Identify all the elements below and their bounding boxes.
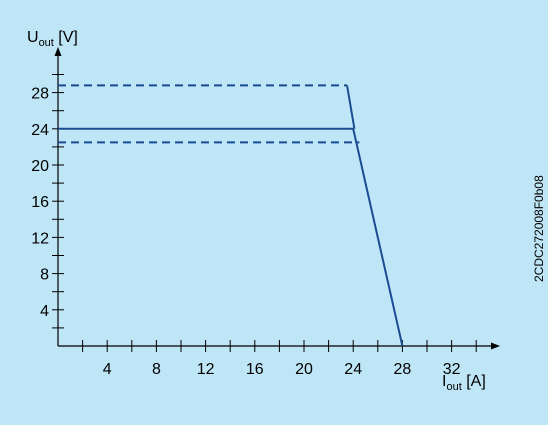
x-tick-label: 8	[152, 361, 161, 378]
y-tick-label: 16	[31, 194, 49, 211]
x-tick-label: 12	[197, 361, 215, 378]
x-tick-label: 32	[443, 361, 461, 378]
x-tick-label: 4	[103, 361, 112, 378]
x-tick-label: 16	[246, 361, 264, 378]
x-tick-label: 28	[394, 361, 412, 378]
x-tick-label: 24	[344, 361, 362, 378]
characteristic-line-0	[58, 127, 404, 347]
y-tick-label: 12	[31, 230, 49, 247]
figure-code-label: 2CDC272008F0b08	[532, 175, 546, 282]
x-axis-arrow-icon	[491, 342, 500, 350]
y-tick-label: 28	[31, 86, 49, 103]
y-tick-label: 8	[40, 267, 49, 284]
limit-connector-line	[346, 85, 356, 129]
x-tick-label: 20	[295, 361, 313, 378]
y-axis-arrow-icon	[54, 47, 62, 56]
y-tick-label: 24	[31, 122, 49, 139]
y-tick-label: 20	[31, 158, 49, 175]
y-axis-title: Uout [V]	[27, 29, 78, 49]
x-axis-title: Iout [A]	[442, 373, 486, 393]
y-tick-label: 4	[40, 303, 49, 320]
